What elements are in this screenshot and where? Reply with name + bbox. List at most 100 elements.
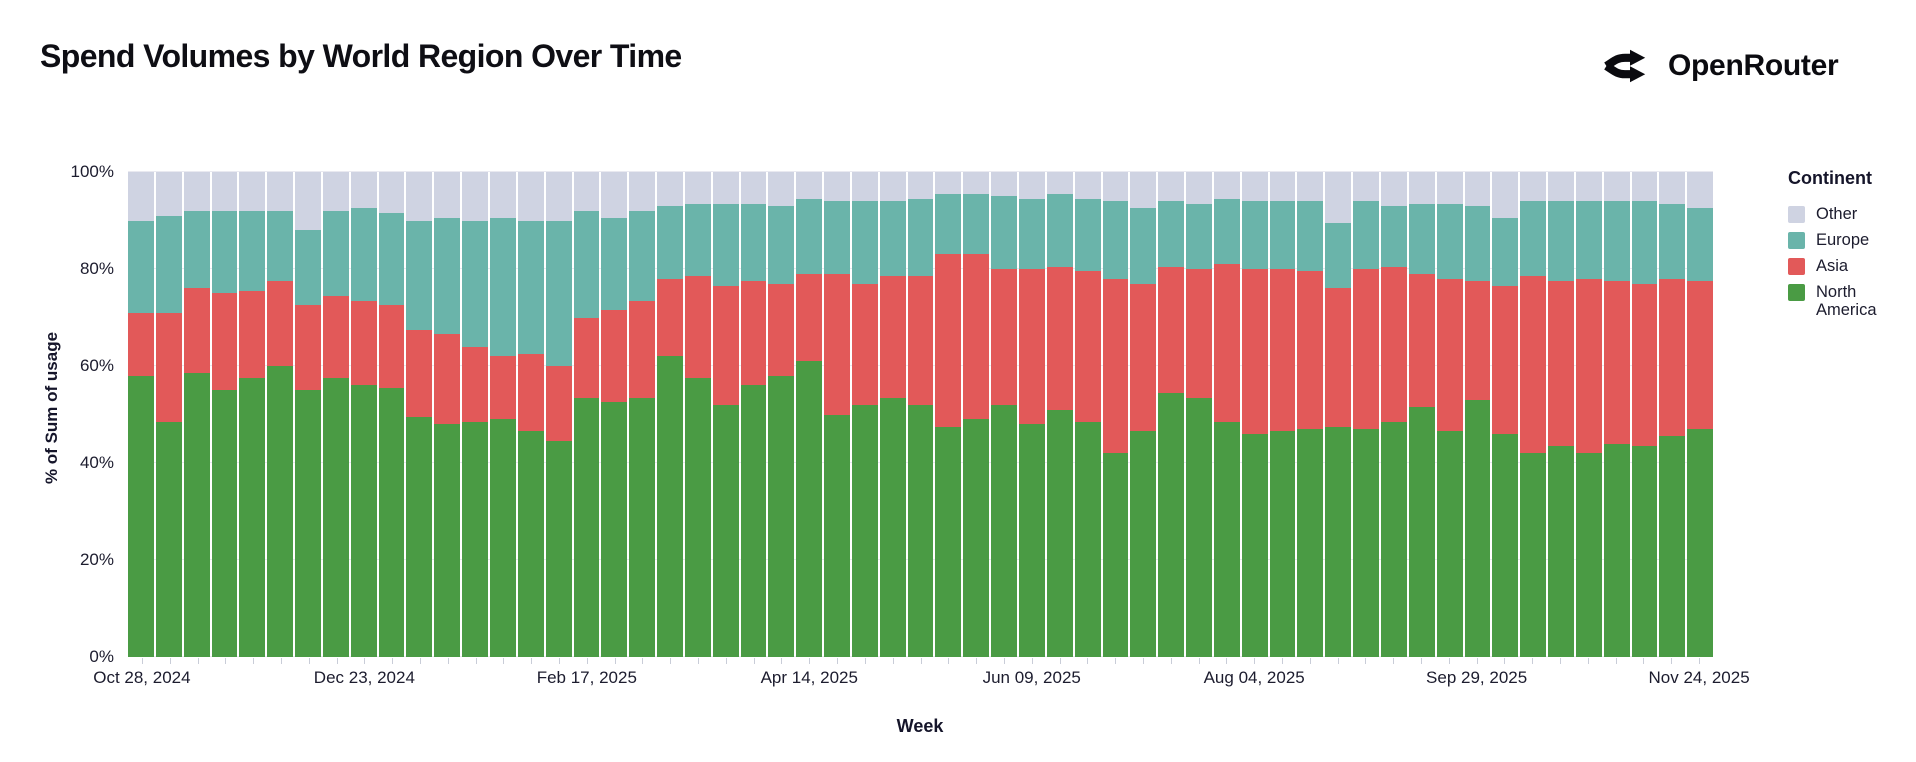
bar-segment-north-america[interactable] — [1548, 446, 1574, 657]
bar-week-aug-18-2025[interactable] — [1297, 172, 1324, 657]
bar-segment-other[interactable] — [1520, 172, 1547, 202]
bar-segment-europe[interactable] — [796, 198, 823, 274]
bar-segment-asia[interactable] — [378, 305, 405, 388]
bar-segment-asia[interactable] — [1241, 269, 1268, 434]
bar-week-may-05-2025[interactable] — [879, 172, 906, 657]
bar-segment-europe[interactable] — [1158, 201, 1185, 267]
bar-week-oct-20-2025[interactable] — [1548, 172, 1574, 657]
bar-week-nov-18-2024[interactable] — [211, 172, 238, 657]
bar-week-apr-07-2025[interactable] — [768, 172, 795, 657]
legend-item-europe[interactable]: Europe — [1788, 231, 1908, 249]
bar-segment-north-america[interactable] — [1102, 453, 1129, 657]
bar-segment-other[interactable] — [211, 172, 238, 211]
bar-segment-asia[interactable] — [406, 329, 433, 417]
bar-segment-other[interactable] — [350, 172, 377, 209]
bar-segment-north-america[interactable] — [851, 404, 878, 657]
bar-segment-asia[interactable] — [1269, 269, 1296, 432]
bar-week-jun-09-2025[interactable] — [1019, 172, 1045, 657]
bar-week-jul-28-2025[interactable] — [1213, 172, 1240, 657]
bar-segment-europe[interactable] — [1575, 201, 1602, 279]
bar-segment-other[interactable] — [601, 172, 628, 219]
bar-week-oct-06-2025[interactable] — [1492, 172, 1519, 657]
bar-segment-europe[interactable] — [1380, 205, 1407, 267]
bar-segment-other[interactable] — [1019, 172, 1045, 199]
bar-segment-north-america[interactable] — [1520, 453, 1547, 657]
bar-segment-asia[interactable] — [322, 295, 349, 379]
bar-segment-north-america[interactable] — [1492, 433, 1519, 657]
bar-segment-north-america[interactable] — [489, 419, 516, 657]
bar-segment-other[interactable] — [684, 172, 711, 204]
bar-segment-north-america[interactable] — [295, 390, 321, 657]
bar-segment-other[interactable] — [1687, 172, 1714, 209]
bar-segment-north-america[interactable] — [434, 424, 461, 657]
bar-week-oct-28-2024[interactable] — [128, 172, 154, 657]
bar-segment-other[interactable] — [239, 172, 266, 211]
bar-week-may-19-2025[interactable] — [935, 172, 962, 657]
bar-week-nov-25-2024[interactable] — [239, 172, 266, 657]
bar-segment-asia[interactable] — [1158, 266, 1185, 393]
bar-segment-asia[interactable] — [1464, 281, 1491, 400]
bar-segment-other[interactable] — [489, 172, 516, 219]
bar-segment-asia[interactable] — [545, 366, 572, 442]
bar-week-mar-10-2025[interactable] — [657, 172, 683, 657]
bar-segment-other[interactable] — [1436, 172, 1463, 204]
bar-segment-asia[interactable] — [267, 281, 294, 366]
bar-segment-europe[interactable] — [378, 213, 405, 306]
bar-segment-asia[interactable] — [128, 312, 154, 376]
bar-segment-asia[interactable] — [1213, 264, 1240, 422]
bar-segment-asia[interactable] — [1687, 281, 1714, 430]
bar-week-feb-24-2025[interactable] — [601, 172, 628, 657]
bar-segment-north-america[interactable] — [545, 441, 572, 657]
bar-segment-asia[interactable] — [1019, 269, 1045, 425]
bar-segment-north-america[interactable] — [1297, 429, 1324, 657]
bar-segment-europe[interactable] — [1269, 201, 1296, 270]
bar-segment-other[interactable] — [406, 172, 433, 221]
bar-week-oct-13-2025[interactable] — [1520, 172, 1547, 657]
bar-segment-other[interactable] — [1603, 172, 1630, 202]
bar-segment-north-america[interactable] — [1408, 407, 1435, 657]
bar-segment-europe[interactable] — [1046, 193, 1073, 267]
bar-segment-europe[interactable] — [768, 205, 795, 284]
bar-week-jul-14-2025[interactable] — [1158, 172, 1185, 657]
bar-segment-other[interactable] — [991, 172, 1017, 197]
bar-segment-other[interactable] — [1575, 172, 1602, 202]
bar-segment-north-america[interactable] — [1575, 453, 1602, 657]
bar-segment-asia[interactable] — [489, 356, 516, 420]
bar-segment-asia[interactable] — [1325, 288, 1352, 427]
bar-segment-other[interactable] — [935, 172, 962, 194]
bar-segment-other[interactable] — [434, 172, 461, 219]
bar-week-jul-21-2025[interactable] — [1186, 172, 1212, 657]
bar-segment-asia[interactable] — [851, 283, 878, 405]
bar-segment-north-america[interactable] — [1353, 429, 1379, 657]
bar-segment-asia[interactable] — [183, 288, 210, 374]
bar-week-jan-06-2025[interactable] — [406, 172, 433, 657]
bar-segment-asia[interactable] — [1436, 278, 1463, 432]
bar-segment-north-america[interactable] — [1269, 431, 1296, 657]
bar-segment-europe[interactable] — [155, 215, 182, 313]
bar-week-dec-09-2024[interactable] — [295, 172, 321, 657]
bar-segment-north-america[interactable] — [1241, 433, 1268, 657]
bar-segment-asia[interactable] — [1046, 266, 1073, 410]
bar-segment-other[interactable] — [1186, 172, 1212, 204]
bar-segment-europe[interactable] — [1520, 201, 1547, 277]
bar-segment-asia[interactable] — [1520, 276, 1547, 454]
bar-segment-europe[interactable] — [1102, 201, 1129, 279]
bar-segment-europe[interactable] — [1186, 203, 1212, 270]
legend-item-north-america[interactable]: North America — [1788, 283, 1908, 319]
bar-segment-north-america[interactable] — [1631, 446, 1658, 657]
bar-segment-asia[interactable] — [1297, 271, 1324, 430]
bar-segment-asia[interactable] — [879, 276, 906, 398]
bar-segment-asia[interactable] — [434, 334, 461, 425]
bar-segment-other[interactable] — [1297, 172, 1324, 202]
bar-segment-north-america[interactable] — [824, 414, 850, 657]
bar-week-aug-25-2025[interactable] — [1325, 172, 1352, 657]
bar-segment-other[interactable] — [1548, 172, 1574, 202]
bar-segment-north-america[interactable] — [991, 404, 1017, 657]
bar-segment-asia[interactable] — [1102, 278, 1129, 454]
bar-segment-europe[interactable] — [1408, 203, 1435, 274]
bar-segment-north-america[interactable] — [879, 397, 906, 657]
bar-segment-asia[interactable] — [211, 293, 238, 391]
bar-segment-asia[interactable] — [629, 300, 656, 398]
bar-segment-europe[interactable] — [851, 201, 878, 284]
bar-segment-other[interactable] — [1464, 172, 1491, 206]
